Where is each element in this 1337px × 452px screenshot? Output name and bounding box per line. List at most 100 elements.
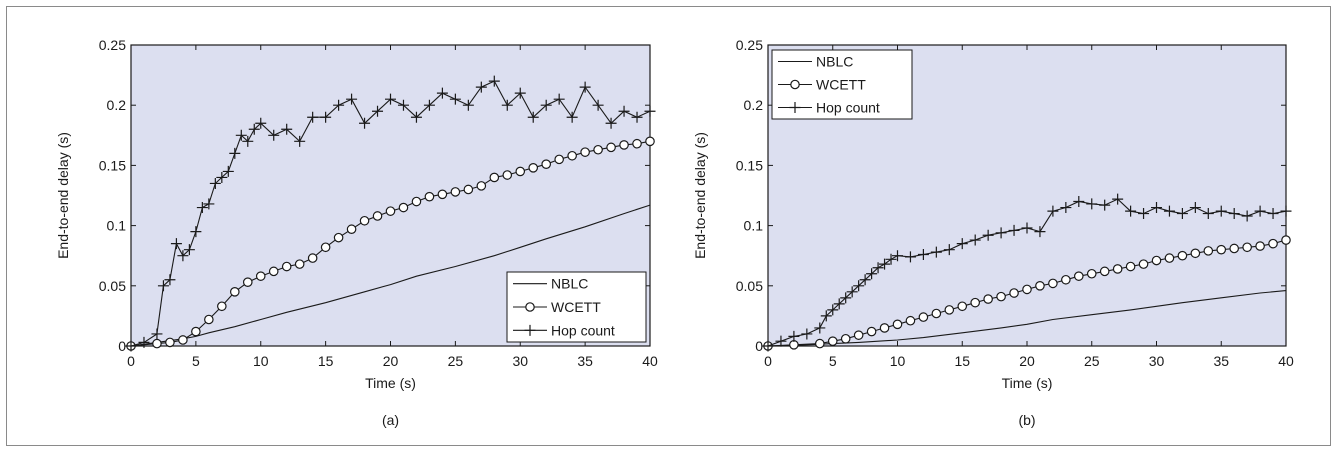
data-point [398,202,409,213]
data-point [385,93,396,105]
y-tick-label: 0.2 [744,97,764,113]
data-point [996,291,1006,302]
data-point [983,294,993,304]
data-point [216,171,228,183]
data-point [488,75,500,87]
data-point [540,99,552,111]
data-point [222,165,234,177]
data-point [385,206,396,216]
data-point [957,301,968,312]
data-point [152,338,162,349]
data-point [255,271,266,281]
chart-panel-0: 0 5 10 15 20 25 30 35 40 0 0.05 0.1 0.15 0.2 0.25 Time … [55,37,658,428]
data-point [501,99,513,111]
data-point [1112,193,1124,205]
x-tick-label: 25 [448,353,464,369]
data-point [1177,250,1188,261]
y-tick-label: 0.25 [99,37,126,53]
data-point [203,198,215,210]
data-point [619,140,629,150]
data-point [892,250,903,262]
data-point [1254,205,1266,217]
y-tick-label: 0.1 [107,218,127,234]
legend-label: WCETT [551,299,601,315]
data-point [1281,235,1291,245]
data-point [879,323,890,333]
data-point [191,326,201,337]
data-point [242,135,254,147]
data-point [1125,205,1137,217]
data-point [995,227,1007,239]
legend: NBLC WCETT Hop count [771,49,913,120]
data-point [580,147,590,157]
data-point [788,330,800,342]
data-point [294,135,306,147]
chart-panel-1: 0 5 10 15 20 25 30 35 40 0 0.05 0.1 0.15 0.2 0.25 Time … [692,37,1294,428]
data-point [553,93,565,105]
data-point [618,105,630,117]
data-point [905,315,916,326]
data-point [801,328,813,340]
data-point [502,170,513,180]
data-point [178,335,188,345]
data-point [944,305,955,315]
x-tick-label: 0 [127,353,135,369]
data-point [631,111,643,123]
data-point [1267,208,1279,220]
data-point [853,280,865,292]
data-point [320,242,331,253]
series-line [130,204,651,347]
data-point [1203,246,1214,256]
data-point [879,258,891,270]
data-point [1061,274,1071,285]
data-point [1228,208,1240,220]
data-point [930,246,942,258]
data-point [527,111,539,123]
data-point [1164,253,1175,263]
data-point [1021,222,1033,234]
data-point [1138,259,1149,269]
data-point [606,142,616,153]
data-point [1229,243,1239,254]
data-point [943,244,955,256]
data-point [554,154,564,165]
data-point [397,99,409,111]
data-point [423,99,435,111]
data-point [230,287,240,297]
x-tick-label: 30 [512,353,528,369]
data-point [235,129,247,141]
data-point [1189,202,1201,214]
data-point [450,187,461,197]
data-point [1099,266,1110,277]
x-tick-label: 40 [1278,353,1294,369]
legend-label: NBLC [816,54,853,70]
data-point [866,268,878,280]
data-point [410,111,422,123]
series-wcett [126,136,655,351]
data-point [827,304,839,316]
data-point [892,319,903,330]
data-point [229,147,241,159]
data-point [1073,196,1085,208]
data-point [255,117,267,129]
data-point [209,177,221,189]
data-point [918,312,929,322]
data-point [632,138,642,149]
y-tick-label: 0.2 [107,97,127,113]
data-point [157,280,169,292]
data-point [567,150,577,161]
data-point [359,117,371,129]
data-point [268,266,279,277]
data-point [449,93,461,105]
data-point [372,105,384,117]
data-point [346,93,358,105]
x-axis-label: Time (s) [1002,375,1053,391]
x-axis-label: Time (s) [365,375,416,391]
data-point [528,163,539,173]
y-tick-label: 0 [755,338,763,354]
series-line [767,290,1287,347]
data-point [982,229,994,241]
x-tick-label: 15 [954,353,970,369]
data-point [411,196,422,207]
data-point [814,338,825,349]
